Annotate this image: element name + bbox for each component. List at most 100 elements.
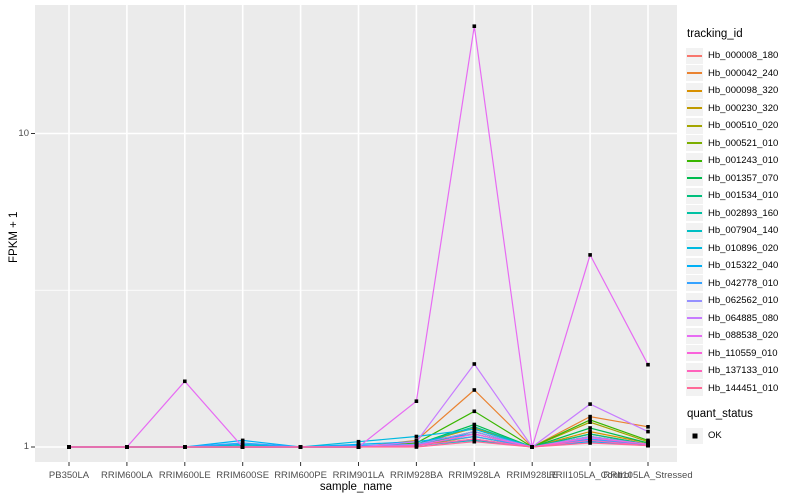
legend-quant-status: quant_status OK (686, 408, 798, 445)
quant-ok-point (588, 420, 592, 424)
legend-key (686, 47, 703, 64)
series-color-line-icon (687, 107, 702, 110)
quant-ok-point (472, 432, 477, 436)
series-color-line-icon (687, 299, 702, 302)
legend-row: Hb_110559_010 (686, 345, 798, 363)
x-tick-label: RRIM928LE (506, 470, 559, 481)
legend-label: Hb_001243_010 (708, 155, 779, 167)
legend-label: Hb_010896_020 (708, 242, 779, 254)
quant-ok-point (588, 253, 592, 257)
legend-key (686, 292, 703, 309)
legend-label: Hb_000230_320 (708, 102, 779, 114)
series-color-line-icon (687, 229, 702, 232)
legend-label: Hb_137133_010 (708, 365, 779, 377)
legend: tracking_id Hb_000008_180 Hb_000042_240 Hb… (686, 28, 798, 445)
legend-label: Hb_000008_180 (708, 50, 779, 62)
legend-row: Hb_137133_010 (686, 362, 798, 380)
legend-row: Hb_001357_070 (686, 170, 798, 188)
legend-row: Hb_001534_010 (686, 187, 798, 205)
series-color-line-icon (687, 159, 702, 162)
panel-background (35, 5, 677, 462)
quant-ok-point (588, 429, 592, 434)
quant-ok-point (472, 425, 477, 429)
y-tick-label: 10 (18, 127, 29, 139)
quant-ok-point (530, 445, 534, 449)
legend-row: Hb_000042_240 (686, 65, 798, 83)
legend-label: Hb_000521_010 (708, 137, 779, 149)
series-color-line-icon (687, 387, 702, 390)
quant-ok-point (240, 445, 245, 449)
legend-key (686, 65, 703, 82)
legend-label: Hb_144451_010 (708, 382, 779, 394)
series-color-line-icon (687, 54, 702, 57)
legend-key (686, 187, 703, 204)
quant-ok-point (414, 445, 419, 449)
legend-key (686, 117, 703, 134)
series-color-line-icon (687, 334, 702, 337)
series-color-line-icon (687, 317, 702, 320)
series-color-line-icon (687, 89, 702, 92)
legend-label-ok: OK (708, 430, 722, 442)
quant-ok-point (472, 427, 477, 431)
quant-ok-point (646, 443, 650, 448)
legend-row: Hb_000008_180 (686, 47, 798, 65)
quant-ok-point (240, 438, 245, 443)
series-color-line-icon (687, 369, 702, 372)
legend-row: Hb_000230_320 (686, 100, 798, 118)
legend-label: Hb_000042_240 (708, 67, 779, 79)
x-tick-label: RRIM928LA (448, 470, 501, 481)
quant-ok-point (588, 418, 592, 422)
quant-ok-point (183, 445, 187, 449)
legend-row: Hb_042778_010 (686, 275, 798, 293)
legend-key (686, 222, 703, 239)
legend-row: Hb_001243_010 (686, 152, 798, 170)
series-color-line-icon (687, 177, 702, 180)
legend-title-quant-status: quant_status (687, 408, 753, 420)
legend-label: Hb_042778_010 (708, 277, 779, 289)
series-color-line-icon (687, 212, 702, 215)
filled-square-point-icon (692, 433, 697, 439)
quant-ok-point (588, 414, 592, 419)
legend-key-ok (686, 427, 703, 444)
series-color-line-icon (687, 264, 702, 267)
legend-label: Hb_088538_020 (708, 330, 779, 342)
legend-row: Hb_144451_010 (686, 380, 798, 398)
quant-ok-point (646, 425, 650, 429)
quant-ok-point (472, 437, 477, 441)
quant-ok-point (472, 429, 477, 434)
quant-ok-point (588, 426, 592, 430)
quant-ok-point (588, 436, 592, 440)
quant-ok-point (472, 24, 477, 28)
legend-row: Hb_002893_160 (686, 205, 798, 223)
x-tick-label: PB350LA (48, 470, 90, 481)
x-tick-label: RRIM600LE (158, 470, 211, 481)
legend-label: Hb_062562_010 (708, 295, 779, 307)
quant-ok-point (472, 409, 477, 414)
legend-row: Hb_015322_040 (686, 257, 798, 275)
legend-row: Hb_007904_140 (686, 222, 798, 240)
legend-key (686, 205, 703, 222)
x-tick-label: RRIM901LA (332, 470, 385, 481)
x-tick-label: RRII105LA_Control (548, 470, 632, 481)
series-color-line-icon (687, 142, 702, 145)
legend-row: Hb_088538_020 (686, 327, 798, 345)
quant-ok-point (67, 445, 71, 449)
quant-ok-point (414, 439, 419, 444)
series-color-line-icon (687, 247, 702, 250)
y-tick-label: 1 (23, 441, 29, 452)
legend-key (686, 327, 703, 344)
legend-key (686, 100, 703, 117)
legend-label: Hb_007904_140 (708, 225, 779, 237)
legend-label: Hb_002893_160 (708, 207, 779, 219)
x-tick-label: RRIM600PE (274, 470, 327, 481)
quant-ok-point (414, 434, 419, 439)
quant-ok-point (472, 439, 477, 444)
quant-ok-point (588, 432, 592, 436)
quant-ok-point (472, 362, 477, 366)
legend-key (686, 275, 703, 292)
quant-ok-point (646, 362, 650, 367)
legend-label: Hb_001534_010 (708, 190, 779, 202)
legend-key (686, 82, 703, 99)
